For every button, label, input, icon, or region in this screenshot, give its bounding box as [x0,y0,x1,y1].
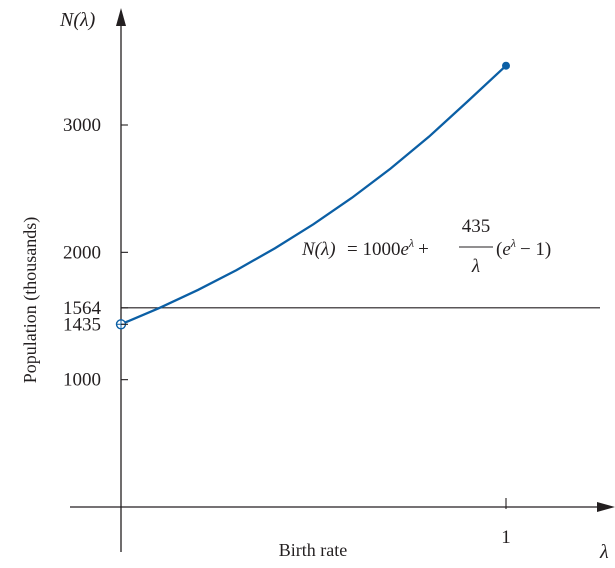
x-axis-symbol: λ [599,541,609,563]
x-tick-label-1: 1 [501,527,511,548]
y-tick-label-2000: 2000 [63,242,101,263]
y-tick-label-3000: 3000 [63,115,101,136]
formula-plus: + [418,239,429,260]
y-axis-label: Population (thousands) [20,217,41,384]
formula-numerator: 435 [462,216,491,237]
svg-text:= 1000eλ+: = 1000eλ + [347,236,429,260]
y-axis-symbol: N(λ) [59,9,96,31]
formula-tail: − 1) [520,239,551,260]
x-axis-label: Birth rate [279,540,347,560]
svg-text:N(λ): N(λ) [301,239,336,260]
formula-annotation: N(λ) = 1000eλ + 435 λ (eλ − 1) [301,216,551,277]
series-line-0 [119,64,508,326]
formula-e1: e [400,239,408,260]
svg-text:(eλ− 1): (eλ − 1) [496,236,551,260]
y-tick-label-1000: 1000 [63,370,101,391]
x-axis-arrow [597,502,615,512]
end-marker-dot [502,61,510,70]
formula-denominator: λ [471,256,480,277]
formula-eq: = 1000 [347,239,400,260]
formula-lhs: N(λ) [301,239,336,260]
formula-sup1: λ [408,236,414,250]
y-tick-label-1435: 1435 [63,314,101,335]
axes [70,8,615,552]
y-axis-arrow [116,8,126,26]
y-tick-label-1564: 1564 [63,298,102,319]
formula-paren: ( [496,239,502,260]
formula-e2: e [502,239,510,260]
formula-sup2: λ [510,236,516,250]
series-layer [115,61,510,330]
